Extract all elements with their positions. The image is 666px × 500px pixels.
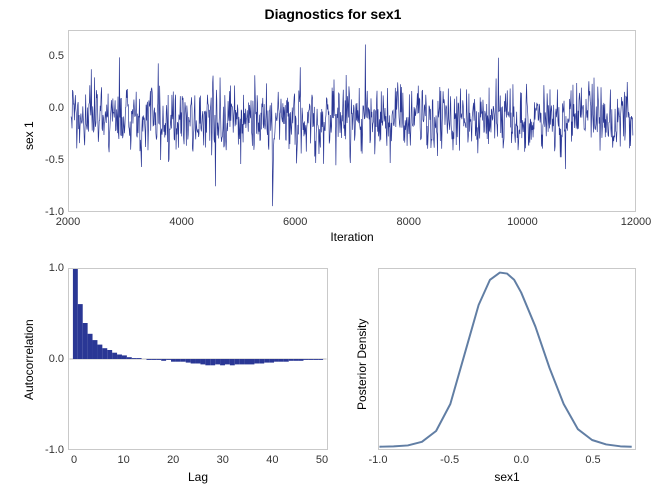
tick-label: 10000 [507, 216, 538, 228]
autocorrelation-plot [68, 268, 328, 450]
tick-label: 12000 [621, 216, 652, 228]
density-curve [379, 269, 635, 449]
trace-xlabel: Iteration [68, 230, 636, 244]
tick-label: 0.5 [585, 454, 600, 466]
tick-label: 0.5 [28, 50, 64, 62]
tick-label: 30 [217, 454, 229, 466]
tick-label: 0.0 [28, 353, 64, 365]
density-ylabel: Posterior Density [355, 319, 369, 410]
tick-label: 0.0 [514, 454, 529, 466]
tick-label: -0.5 [440, 454, 459, 466]
tick-label: -1.0 [369, 454, 388, 466]
tick-label: 8000 [397, 216, 421, 228]
tick-label: 20 [167, 454, 179, 466]
page-title: Diagnostics for sex1 [0, 6, 666, 22]
tick-label: 50 [316, 454, 328, 466]
tick-label: 4000 [169, 216, 193, 228]
tick-label: 0 [71, 454, 77, 466]
tick-label: 0.0 [28, 102, 64, 114]
diagnostics-figure: { "title": { "text": "Diagnostics for se… [0, 0, 666, 500]
density-xlabel: sex1 [378, 470, 636, 484]
tick-label: -1.0 [28, 444, 64, 456]
density-plot [378, 268, 636, 450]
tick-label: -0.5 [28, 154, 64, 166]
tick-label: 1.0 [28, 262, 64, 274]
tick-label: 40 [266, 454, 278, 466]
trace-series [69, 31, 635, 211]
acf-xlabel: Lag [68, 470, 328, 484]
trace-plot [68, 30, 636, 212]
tick-label: -1.0 [28, 206, 64, 218]
acf-bars [69, 269, 327, 449]
tick-label: 10 [117, 454, 129, 466]
tick-label: 6000 [283, 216, 307, 228]
trace-ylabel: sex 1 [22, 121, 36, 150]
